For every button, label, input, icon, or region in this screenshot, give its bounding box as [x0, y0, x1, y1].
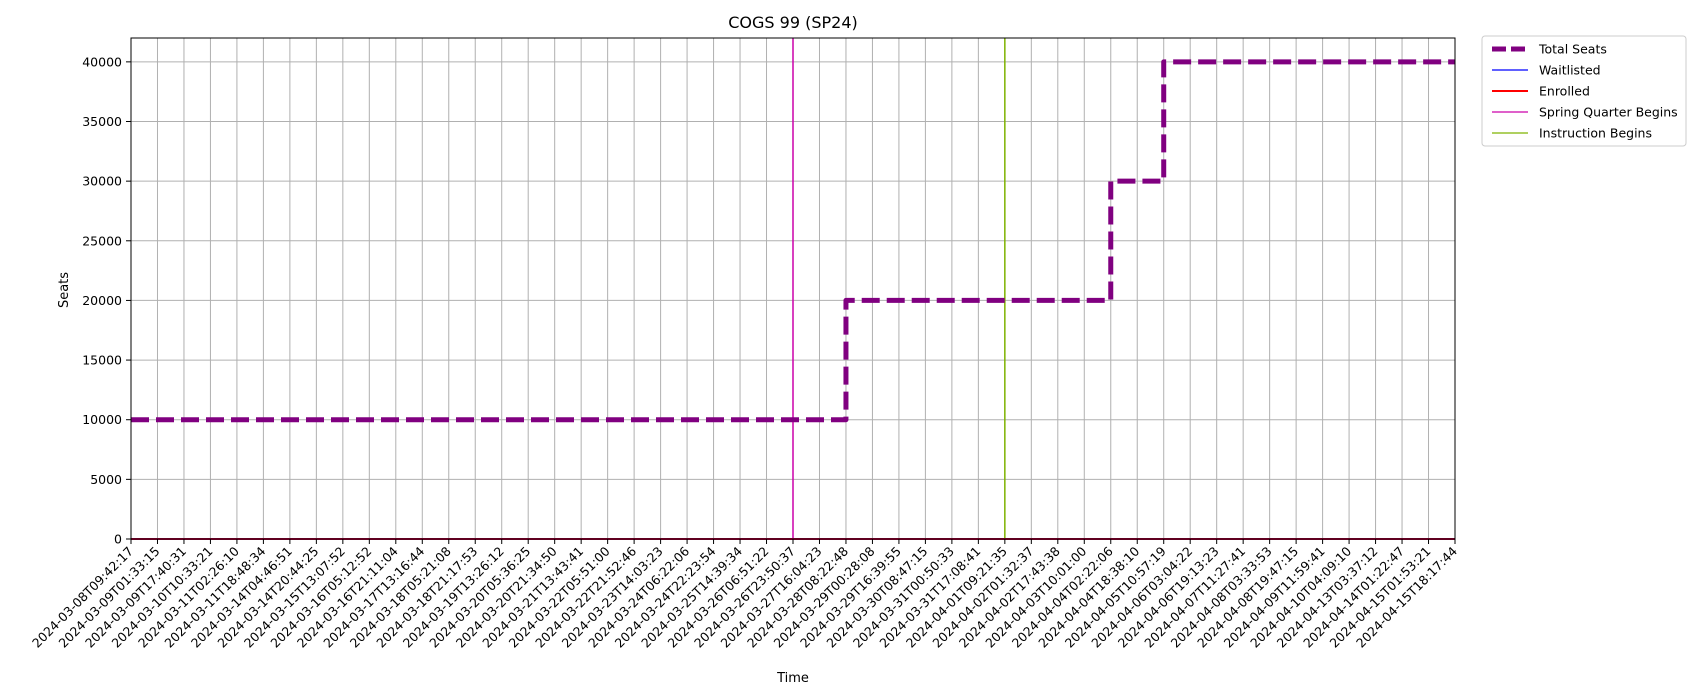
- y-tick-label: 20000: [82, 293, 122, 308]
- y-tick-label: 15000: [82, 353, 122, 368]
- legend-label: Enrolled: [1539, 84, 1590, 99]
- grid: [130, 38, 1456, 540]
- x-axis: 2024-03-08T09:42:172024-03-09T01:33:1520…: [29, 539, 1460, 651]
- y-tick-label: 40000: [82, 54, 122, 69]
- y-axis: 0 5000 10000 15000 20000 25000 30000 35000 40000: [82, 54, 131, 547]
- y-axis-label: Seats: [57, 272, 72, 308]
- y-tick-label: 25000: [82, 233, 122, 248]
- total-seats-series: [131, 59, 1455, 423]
- series-layer: [131, 38, 1455, 540]
- legend-label: Spring Quarter Begins: [1539, 105, 1678, 120]
- legend-label: Total Seats: [1538, 42, 1607, 57]
- y-tick-label: 30000: [82, 174, 122, 189]
- y-tick-label: 35000: [82, 114, 122, 129]
- legend-label: Waitlisted: [1539, 63, 1601, 78]
- y-tick-label: 5000: [90, 472, 122, 487]
- legend-box: [1481, 35, 1687, 147]
- legend: Total Seats Waitlisted Enrolled Spring Quar…: [1481, 35, 1687, 147]
- y-tick-label: 0: [114, 532, 122, 547]
- x-axis-label: Time: [776, 671, 809, 686]
- y-tick-label: 10000: [82, 412, 122, 427]
- chart-title: COGS 99 (SP24): [728, 13, 858, 32]
- legend-label: Instruction Begins: [1539, 126, 1652, 141]
